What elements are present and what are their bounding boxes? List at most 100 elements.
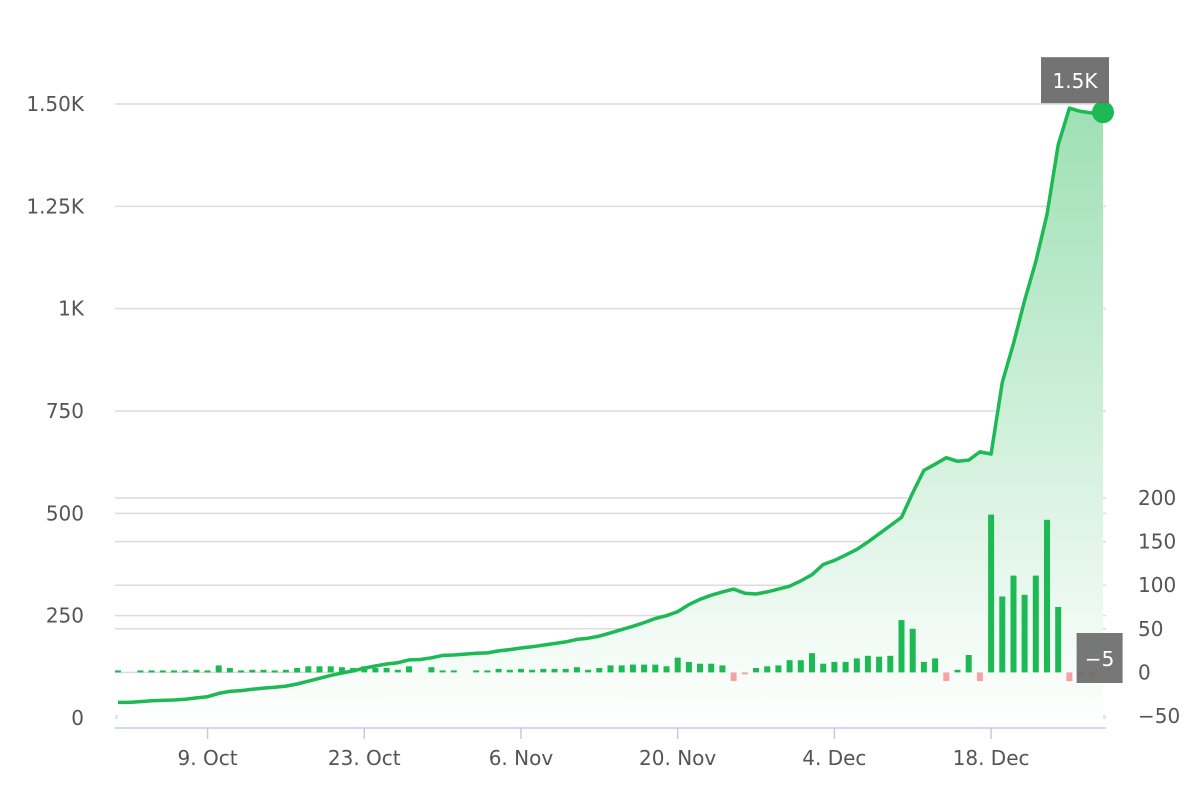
column-bar xyxy=(685,661,692,673)
tooltips: 1.5K −5 xyxy=(1041,57,1123,683)
column-bar xyxy=(383,668,390,673)
y-right-tick-label: 150 xyxy=(1138,530,1176,554)
column-bar xyxy=(629,664,636,673)
area-fill xyxy=(118,108,1103,729)
column-bar xyxy=(887,655,894,673)
column-bar xyxy=(484,670,491,673)
hover-marker xyxy=(1092,101,1114,124)
column-bar xyxy=(909,628,916,673)
column-bar xyxy=(809,653,815,673)
line-series xyxy=(118,106,1104,705)
column-bar xyxy=(831,661,838,673)
column-bar xyxy=(965,655,972,673)
column-bar xyxy=(171,670,177,673)
y-right-tick-label: 200 xyxy=(1138,486,1176,510)
column-bar xyxy=(182,670,189,673)
column-bar xyxy=(372,668,379,673)
tooltip-label: −5 xyxy=(1085,647,1114,671)
column-bar xyxy=(663,666,670,673)
x-tick-label: 18. Dec xyxy=(953,746,1030,770)
y-left-tick-label: 0 xyxy=(71,706,84,730)
column-bar xyxy=(988,514,995,673)
column-bar xyxy=(529,669,536,673)
column-bar xyxy=(506,669,513,673)
column-bar xyxy=(932,658,939,673)
column-bar xyxy=(338,667,345,673)
column-bar xyxy=(730,672,737,682)
column-bar xyxy=(450,670,457,673)
column-bar xyxy=(260,669,267,673)
column-bar xyxy=(394,669,401,673)
column-bar xyxy=(876,656,883,673)
column-bar xyxy=(473,670,480,673)
column-bar xyxy=(943,672,950,682)
column-bar xyxy=(1010,575,1017,673)
y-left-tick-label: 1.25K xyxy=(26,194,85,218)
x-tick-label: 9. Oct xyxy=(178,746,238,770)
column-bar xyxy=(753,668,759,673)
column-bar xyxy=(864,655,871,673)
column-bar xyxy=(518,668,524,673)
column-bar xyxy=(920,661,927,673)
axes: 0 250 500 750 1K 1.25K 1.50K −50 0 50 100 150 200 9. … xyxy=(26,92,1180,770)
column-bar xyxy=(327,666,334,673)
column-series xyxy=(115,514,1095,682)
y-left-tick-label: 250 xyxy=(46,604,84,628)
column-bar xyxy=(406,666,412,673)
column-bar xyxy=(282,669,289,673)
tooltip-box xyxy=(1041,57,1109,104)
tooltip-label: 1.5K xyxy=(1053,69,1099,93)
column-bar xyxy=(1055,607,1062,673)
column-bar xyxy=(585,669,592,673)
column-bar xyxy=(115,670,121,673)
column-bar xyxy=(898,620,905,673)
column-bar xyxy=(294,668,301,673)
column-bar xyxy=(618,665,625,673)
column-bar xyxy=(439,670,446,673)
x-tick-label: 20. Nov xyxy=(639,746,716,770)
column-bar xyxy=(786,660,793,673)
column-bar xyxy=(495,668,502,673)
x-tick-label: 4. Dec xyxy=(802,746,866,770)
y-left-tick-label: 750 xyxy=(46,399,84,423)
column-bar xyxy=(652,664,659,673)
column-bar xyxy=(193,669,200,673)
column-bar xyxy=(562,668,569,673)
y-left-tick-label: 500 xyxy=(46,501,84,525)
y-right-tick-label: −50 xyxy=(1138,704,1180,728)
column-bar xyxy=(797,660,804,673)
column-bar xyxy=(271,670,278,673)
column-bar xyxy=(551,668,558,673)
column-bar xyxy=(741,672,748,675)
y-left-tick-label: 1.50K xyxy=(26,92,85,116)
column-bar xyxy=(215,665,222,673)
y-left-tick-label: 1K xyxy=(58,297,85,321)
column-bar xyxy=(148,670,155,673)
column-bar xyxy=(842,661,849,673)
column-bar xyxy=(697,663,703,673)
column-bar xyxy=(976,672,983,682)
column-bar xyxy=(137,670,144,673)
column-bar xyxy=(1044,519,1050,673)
column-bar xyxy=(853,658,860,673)
column-bar xyxy=(954,669,961,673)
column-bar xyxy=(764,666,771,673)
column-bar xyxy=(1021,594,1028,673)
column-bar xyxy=(226,668,233,673)
column-bar xyxy=(999,596,1006,673)
x-tick-label: 6. Nov xyxy=(489,746,554,770)
column-bar xyxy=(573,667,580,673)
column-bar xyxy=(719,665,726,673)
column-bar xyxy=(708,663,715,673)
column-bar xyxy=(607,665,614,673)
column-bar xyxy=(204,670,211,673)
y-right-tick-label: 100 xyxy=(1138,573,1176,597)
column-bar xyxy=(305,666,312,673)
area-line xyxy=(118,106,1104,705)
column-bar xyxy=(820,663,827,673)
y-right-tick-label: 0 xyxy=(1138,660,1151,684)
column-bar xyxy=(1032,575,1039,673)
column-bar xyxy=(428,667,435,673)
area-series xyxy=(118,108,1103,729)
